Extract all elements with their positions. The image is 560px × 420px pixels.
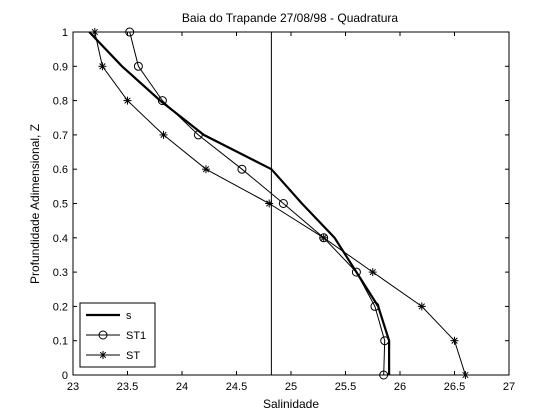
y-tick-label: 0.1	[53, 336, 68, 348]
series-ST-point	[90, 28, 99, 36]
series-ST1-point	[278, 199, 288, 208]
x-tick-label: 26	[394, 381, 406, 393]
legend-marker-ST1	[98, 330, 108, 340]
legend-label-ST: ST	[126, 350, 140, 362]
y-tick-label: 0.8	[53, 96, 68, 108]
y-tick-label: 0.7	[53, 130, 68, 142]
legend-marker-ST	[99, 351, 107, 359]
x-tick-label: 25.5	[335, 381, 356, 393]
series-ST1-point	[193, 130, 203, 140]
y-tick-label: 0.6	[53, 164, 68, 176]
series-ST1-point	[370, 301, 380, 311]
chart-title: Baia do Trapande 27/08/98 - Quadratura	[182, 11, 398, 25]
axis-ticks: 23 23.5 24 24.5 25 25.5 26 26.5 27 0 0.1 0.2 0.3 0.4 0…	[53, 27, 515, 393]
series-ST1-point	[351, 267, 361, 277]
series-ST-point	[123, 96, 132, 105]
series-ST1-point	[237, 164, 247, 174]
legend-label-ST1: ST1	[126, 330, 146, 342]
y-axis-label: Profundidade Adimensional, Z	[28, 124, 42, 284]
y-tick-label: 0.9	[53, 61, 68, 73]
series-ST1-point	[157, 96, 167, 106]
series-ST1-point	[380, 336, 390, 346]
series-ST1-point	[379, 370, 389, 380]
legend: s ST1 ST	[79, 302, 156, 368]
series-ST1-point	[133, 61, 143, 71]
y-tick-label: 0.4	[53, 233, 68, 245]
series-ST-point	[265, 199, 274, 208]
series-ST-point	[368, 268, 377, 277]
y-tick-label: 1	[62, 27, 68, 39]
x-tick-label: 26.5	[444, 381, 465, 393]
legend-label-s: s	[126, 310, 132, 322]
x-tick-label: 23	[67, 381, 79, 393]
x-tick-label: 24.5	[226, 381, 247, 393]
x-axis-label: Salinidade	[263, 397, 319, 411]
series-marks	[88, 27, 470, 380]
series-ST-point	[98, 62, 107, 71]
series-ST-point	[450, 336, 459, 345]
series-ST1-line	[129, 31, 386, 376]
series-ST-point	[159, 130, 168, 139]
series-ST-point	[417, 302, 426, 311]
series-ST1-point	[125, 27, 135, 37]
x-tick-label: 27	[503, 381, 515, 393]
x-tick-label: 23.5	[117, 381, 138, 393]
y-tick-label: 0	[62, 370, 68, 382]
x-tick-label: 25	[285, 381, 297, 393]
y-tick-label: 0.2	[53, 301, 68, 313]
series-ST-point	[201, 165, 210, 174]
series-ST-point	[461, 371, 470, 379]
series-ST-point	[319, 233, 328, 242]
series-s-line	[88, 31, 391, 375]
y-tick-label: 0.3	[53, 267, 68, 279]
x-tick-label: 24	[176, 381, 188, 393]
y-tick-label: 0.5	[53, 199, 68, 211]
